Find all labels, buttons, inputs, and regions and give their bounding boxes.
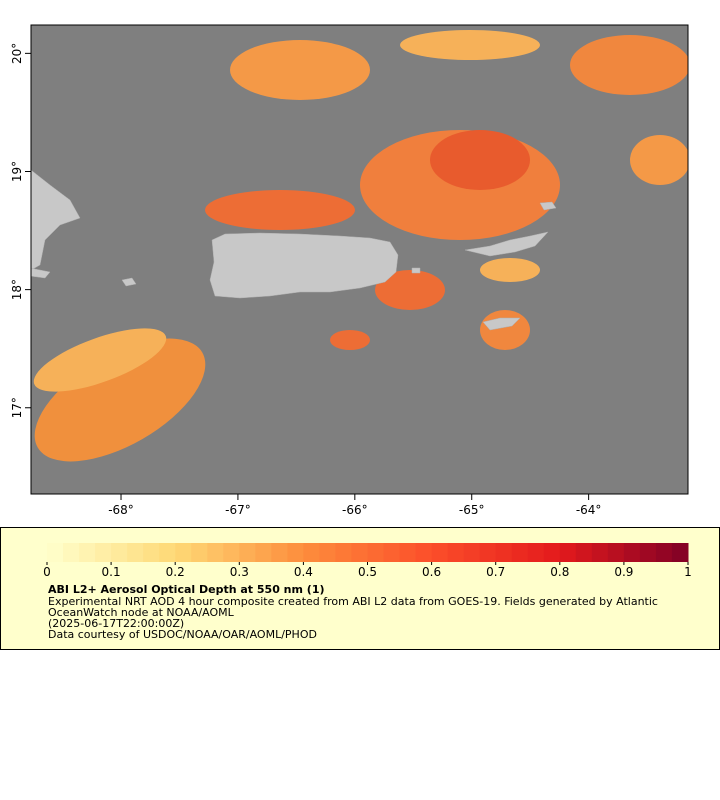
colorbar-step: [527, 543, 545, 562]
virgin-islands: [464, 231, 549, 257]
colorbar-tick-label: 0.2: [166, 565, 185, 579]
colorbar-tick-label: 0.1: [102, 565, 121, 579]
colorbar-step: [175, 543, 192, 562]
colorbar: 0 0.1 0.2 0.3 0.4 0.5 0.6 0.7 0.8 0.9 1: [43, 543, 692, 579]
colorbar-step: [47, 543, 64, 562]
colorbar-step: [111, 543, 128, 562]
colorbar-step: [143, 543, 160, 562]
colorbar-step: [287, 543, 304, 562]
x-tick-label: -64°: [576, 503, 602, 517]
colorbar-step: [367, 543, 385, 562]
aerosol-patch: [400, 30, 540, 60]
aerosol-patch: [205, 190, 355, 230]
time-stamp: (2025-06-17T22:00:00Z): [48, 617, 184, 630]
colorbar-tick-label: 0.3: [230, 565, 249, 579]
colorbar-step: [223, 543, 240, 562]
map-frame: [30, 24, 689, 495]
aerosol-patch: [34, 338, 206, 462]
map: [31, 25, 688, 494]
colorbar-step: [463, 543, 481, 562]
aerosol-layer: [33, 30, 688, 462]
colorbar-step: [607, 543, 625, 562]
colorbar-tick-label: 0.4: [294, 565, 313, 579]
colorbar-step: [591, 543, 609, 562]
colorbar-step: [127, 543, 144, 562]
axes: -68° -67° -66° -65° -64° 17° 18° 19° 20°: [10, 43, 601, 517]
colorbar-step: [383, 543, 401, 562]
x-tick-label: -68°: [108, 503, 134, 517]
colorbar-step: [655, 543, 673, 562]
colorbar-step: [415, 543, 433, 562]
colorbar-step: [447, 543, 465, 562]
legend-title: ABI L2+ Aerosol Optical Depth at 550 nm …: [48, 583, 325, 596]
colorbar-step: [543, 543, 561, 562]
colorbar-step: [335, 543, 352, 562]
island: [411, 267, 421, 274]
y-tick-label: 20°: [10, 43, 24, 64]
colorbar-tick-label: 0.8: [550, 565, 569, 579]
colorbar-step: [495, 543, 513, 562]
description: Experimental NRT AOD 4 hour composite cr…: [48, 595, 658, 608]
colorbar-tick-label: 0.9: [614, 565, 633, 579]
colorbar-step: [671, 543, 689, 562]
colorbar-step: [239, 543, 256, 562]
aerosol-patch: [480, 258, 540, 282]
aerosol-patch: [630, 135, 688, 185]
colorbar-step: [559, 543, 577, 562]
colorbar-step: [623, 543, 641, 562]
colorbar-step: [191, 543, 208, 562]
island: [31, 267, 51, 279]
y-tick-label: 18°: [10, 279, 24, 300]
island: [121, 277, 137, 287]
aerosol-patch: [330, 330, 370, 350]
y-tick-label: 19°: [10, 161, 24, 182]
hispaniola: [31, 169, 81, 271]
aerosol-patch: [33, 328, 167, 392]
aerosol-patch: [230, 40, 370, 100]
colorbar-step: [575, 543, 593, 562]
x-tick-label: -65°: [459, 503, 485, 517]
y-tick-label: 17°: [10, 397, 24, 418]
colorbar-step: [431, 543, 449, 562]
description: OceanWatch node at NOAA/AOML: [48, 606, 235, 619]
puerto-rico: [209, 232, 399, 299]
colorbar-tick-label: 0.6: [422, 565, 441, 579]
colorbar-tick-label: 0: [43, 565, 51, 579]
colorbar-step: [351, 543, 368, 562]
x-tick-label: -66°: [342, 503, 368, 517]
colorbar-tick-label: 1: [684, 565, 692, 579]
st-croix: [482, 317, 521, 331]
colorbar-step: [271, 543, 288, 562]
colorbar-step: [207, 543, 224, 562]
colorbar-step: [159, 543, 176, 562]
land: [31, 169, 557, 331]
colorbar-step: [511, 543, 529, 562]
aerosol-patch: [570, 35, 688, 95]
aerosol-patch: [375, 270, 445, 310]
colorbar-step: [303, 543, 320, 562]
colorbar-step: [319, 543, 336, 562]
colorbar-step: [63, 543, 80, 562]
colorbar-step: [255, 543, 272, 562]
aerosol-patch: [430, 130, 530, 190]
aerosol-patch: [480, 310, 530, 350]
credit: Data courtesy of USDOC/NOAA/OAR/AOML/PHO…: [48, 628, 317, 641]
colorbar-step: [399, 543, 417, 562]
colorbar-step: [479, 543, 497, 562]
colorbar-step: [79, 543, 96, 562]
colorbar-tick-label: 0.7: [486, 565, 505, 579]
island: [539, 201, 557, 211]
colorbar-step: [95, 543, 112, 562]
colorbar-tick-label: 0.5: [358, 565, 377, 579]
x-tick-label: -67°: [225, 503, 251, 517]
colorbar-step: [639, 543, 657, 562]
